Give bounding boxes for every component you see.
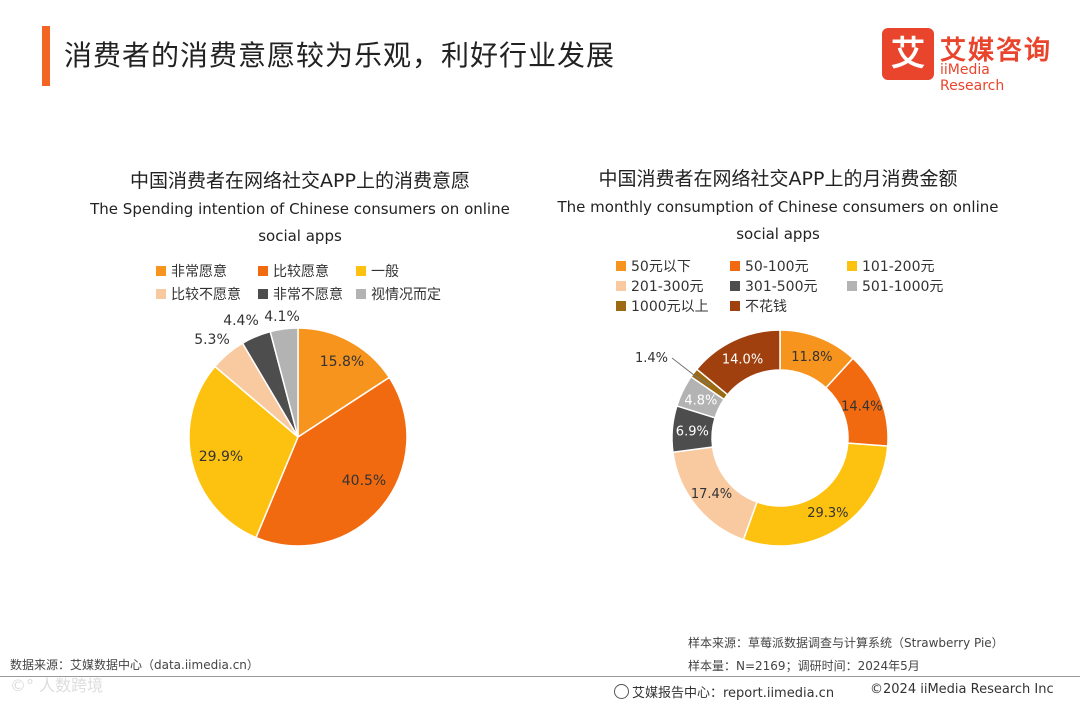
donut-data-label-1: 11.8%	[791, 350, 832, 365]
pie-slice-3	[188, 365, 299, 539]
pie-chart-title: 中国消费者在网络社交APP上的消费意愿	[130, 170, 470, 192]
pie-legend-label-1: 非常愿意	[171, 263, 227, 280]
donut-legend-label-1: 50元以下	[631, 259, 691, 275]
globe-icon	[614, 684, 629, 699]
donut-data-label-6: 4.8%	[684, 394, 717, 409]
pie-data-label-3: 29.9%	[199, 449, 243, 465]
logo-cn-text: 艾媒咨询	[940, 36, 1053, 66]
donut-slice-3	[742, 442, 889, 547]
donut-legend-swatch-5	[730, 281, 740, 291]
donut-data-label-3: 29.3%	[807, 506, 848, 521]
donut-data-label-4: 17.4%	[691, 487, 732, 502]
pie-data-label-4: 5.3%	[194, 332, 230, 348]
pie-data-label-5: 4.4%	[223, 313, 259, 329]
copyright: ©2024 iiMedia Research Inc	[870, 682, 1054, 697]
pie-subtitle-line2: social apps	[258, 227, 342, 245]
donut-leader-line	[671, 357, 711, 386]
donut-chart-subtitle: The monthly consumption of Chinese consu…	[548, 194, 1008, 248]
report-center-text: 艾媒报告中心：report.iimedia.cn	[632, 686, 835, 701]
donut-chart: 11.8% 14.4% 29.3% 17.4% 6.9% 4.8% 1.4% 14.0%	[635, 329, 889, 547]
donut-legend-swatch-8	[730, 301, 740, 311]
pie-legend-swatch-6	[356, 289, 366, 299]
pie-legend-swatch-3	[356, 266, 366, 276]
donut-legend-label-8: 不花钱	[745, 299, 787, 315]
pie-slice-1	[297, 327, 391, 439]
pie-legend-swatch-5	[258, 289, 268, 299]
pie-legend-label-2: 比较愿意	[273, 263, 329, 280]
sample-size: 样本量：N=2169；调研时间：2024年5月	[688, 659, 920, 673]
donut-data-label-7: 1.4%	[635, 351, 668, 366]
page-title: 消费者的消费意愿较为乐观，利好行业发展	[64, 39, 616, 72]
title-accent-bar	[42, 26, 50, 86]
donut-legend-label-6: 501-1000元	[862, 279, 943, 295]
pie-legend-label-6: 视情况而定	[371, 287, 441, 303]
donut-legend-label-5: 301-500元	[745, 279, 818, 295]
donut-legend-swatch-4	[616, 281, 626, 291]
donut-data-label-5: 6.9%	[676, 425, 709, 440]
donut-legend-label-3: 101-200元	[862, 259, 935, 275]
sample-source: 样本来源：草莓派数据调查与计算系统（Strawberry Pie）	[688, 636, 1004, 650]
pie-chart-subtitle: The Spending intention of Chinese consum…	[70, 196, 530, 250]
donut-legend-swatch-6	[847, 281, 857, 291]
donut-legend-label-7: 1000元以上	[631, 299, 709, 315]
donut-legend-swatch-2	[730, 261, 740, 271]
donut-slice-8	[695, 329, 781, 396]
donut-subtitle-line2: social apps	[736, 225, 820, 243]
pie-data-label-6: 4.1%	[264, 309, 300, 325]
pie-chart: 15.8% 40.5% 29.9% 5.3% 4.4% 4.1%	[188, 309, 408, 547]
pie-slice-6	[269, 327, 299, 438]
donut-legend: 50元以下 50-100元 101-200元 201-300元 301-500元 501-…	[616, 259, 943, 315]
donut-subtitle-line1: The monthly consumption of Chinese consu…	[557, 198, 999, 216]
pie-legend-label-5: 非常不愿意	[273, 286, 343, 303]
footer-divider	[0, 676, 1080, 677]
pie-data-label-2: 40.5%	[342, 473, 386, 489]
donut-legend-label-4: 201-300元	[631, 279, 704, 295]
donut-data-label-2: 14.4%	[841, 400, 882, 415]
pie-legend-label-4: 比较不愿意	[171, 286, 241, 303]
donut-data-label-8: 14.0%	[722, 352, 763, 367]
pie-data-label-1: 15.8%	[320, 354, 364, 370]
pie-legend-label-3: 一般	[371, 264, 399, 280]
donut-chart-title: 中国消费者在网络社交APP上的月消费金额	[598, 168, 958, 190]
logo-en-text: iiMedia Research	[940, 62, 1005, 94]
pie-subtitle-line1: The Spending intention of Chinese consum…	[90, 200, 510, 218]
pie-legend-swatch-4	[156, 289, 166, 299]
pie-legend-swatch-2	[258, 266, 268, 276]
donut-legend-swatch-7	[616, 301, 626, 311]
report-center-link[interactable]: 艾媒报告中心：report.iimedia.cn	[614, 682, 834, 701]
watermark: ©° 人数跨境	[10, 676, 104, 695]
logo-mark: 艾	[882, 28, 934, 80]
donut-legend-label-2: 50-100元	[745, 259, 809, 275]
donut-legend-swatch-1	[616, 261, 626, 271]
pie-legend-swatch-1	[156, 266, 166, 276]
pie-slice-2	[254, 376, 408, 547]
data-source: 数据来源：艾媒数据中心（data.iimedia.cn）	[10, 658, 259, 672]
donut-legend-swatch-3	[847, 261, 857, 271]
brand-logo: 艾 艾媒咨询 iiMedia Research	[882, 28, 1058, 94]
